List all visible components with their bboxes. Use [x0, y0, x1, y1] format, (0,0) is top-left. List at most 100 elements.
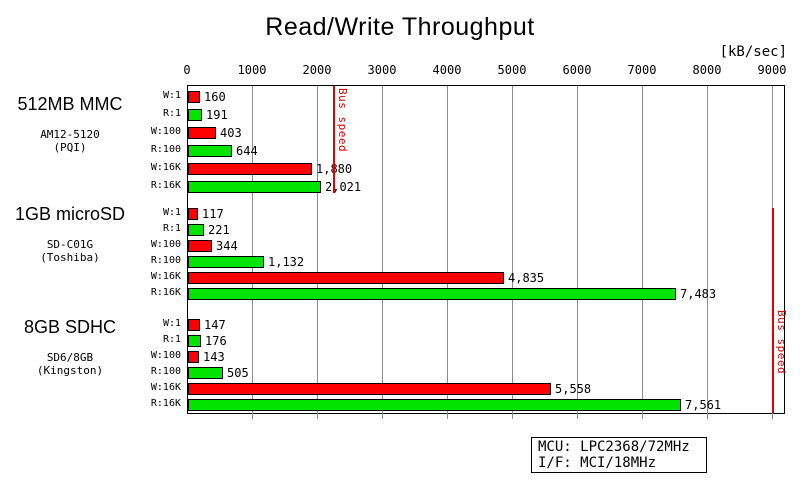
- axis-tick: [707, 413, 708, 419]
- read-bar: [188, 335, 201, 347]
- bar-row-label: R:16K: [150, 398, 181, 409]
- bar-row-label: W:100: [150, 350, 181, 361]
- bar-row-label: R:100: [150, 366, 181, 377]
- bar-value-label: 644: [236, 144, 258, 158]
- bar-value-label: 143: [203, 350, 225, 364]
- bus-speed-label: Bus speed: [775, 310, 788, 375]
- bar-value-label: 176: [205, 334, 227, 348]
- axis-tick: [317, 413, 318, 419]
- plot-area: 1601914036441,8802,0211172213441,1324,83…: [187, 85, 785, 419]
- bar-value-label: 1,132: [268, 255, 305, 269]
- group-model: SD6/8GB: [46, 351, 94, 364]
- read-bar: [188, 181, 321, 193]
- write-bar: [188, 383, 551, 395]
- bar-row-label: W:100: [150, 239, 181, 250]
- bar-row-label: W:1: [162, 207, 181, 218]
- axis-tick-label: 5000: [497, 63, 527, 77]
- group-title: 512MB MMC: [17, 94, 123, 114]
- bar-value-label: 2,021: [325, 180, 362, 194]
- axis-gridline: [577, 86, 578, 413]
- axis-tick-label: 1000: [237, 63, 267, 77]
- info-line-if: I/F: MCI/18MHz: [538, 455, 657, 471]
- axis-gridline: [512, 86, 513, 413]
- axis-tick: [512, 413, 513, 419]
- axis-gridline: [642, 86, 643, 413]
- axis-tick: [577, 413, 578, 419]
- bar-value-label: 7,561: [685, 398, 722, 412]
- bar-value-label: 191: [206, 108, 228, 122]
- axis-gridline: [317, 86, 318, 413]
- bar-row-label: R:1: [162, 108, 181, 119]
- write-bar: [188, 240, 212, 252]
- info-box: MCU: LPC2368/72MHz I/F: MCI/18MHz: [531, 437, 707, 473]
- bar-value-label: 403: [220, 126, 242, 140]
- axis-unit-label: [kB/sec]: [719, 44, 787, 60]
- bar-row-label: W:16K: [150, 382, 181, 393]
- axis-gridline: [382, 86, 383, 413]
- axis-tick: [382, 413, 383, 419]
- chart-title: Read/Write Throughput: [265, 13, 535, 41]
- group-title: 1GB microSD: [14, 204, 126, 224]
- bus-speed-line: [333, 86, 335, 193]
- axis-tick-label: 7000: [627, 63, 657, 77]
- bar-value-label: 160: [204, 90, 226, 104]
- group-model: SD-C01G: [46, 238, 94, 251]
- bar-row-label: R:100: [150, 144, 181, 155]
- bar-row-label: W:1: [162, 90, 181, 101]
- write-bar: [188, 91, 200, 103]
- axis-tick-label: 3000: [367, 63, 397, 77]
- read-bar: [188, 109, 202, 121]
- read-bar: [188, 399, 681, 411]
- group-vendor: (Kingston): [36, 364, 104, 377]
- bar-value-label: 4,835: [508, 271, 545, 285]
- axis-gridline: [252, 86, 253, 413]
- group-vendor: (PQI): [53, 141, 87, 154]
- write-bar: [188, 272, 504, 284]
- bar-value-label: 505: [227, 366, 249, 380]
- bar-value-label: 221: [208, 223, 230, 237]
- read-bar: [188, 256, 264, 268]
- group-model: AM12-5120: [40, 128, 100, 141]
- axis-tick-label: 6000: [562, 63, 592, 77]
- axis-tick-label: 0: [183, 63, 191, 77]
- write-bar: [188, 163, 312, 175]
- bus-speed-label: Bus speed: [336, 88, 349, 153]
- bar-row-label: R:100: [150, 255, 181, 266]
- bar-value-label: 117: [202, 207, 224, 221]
- info-line-mcu: MCU: LPC2368/72MHz: [538, 439, 690, 455]
- bar-row-label: R:1: [162, 223, 181, 234]
- bar-row-label: R:16K: [150, 287, 181, 298]
- bar-row-label: W:16K: [150, 162, 181, 173]
- bar-value-label: 147: [204, 318, 226, 332]
- bar-value-label: 344: [216, 239, 238, 253]
- axis-tick: [447, 413, 448, 419]
- axis-tick-label: 4000: [432, 63, 462, 77]
- axis-tick-label: 8000: [692, 63, 722, 77]
- write-bar: [188, 208, 198, 220]
- read-bar: [188, 145, 232, 157]
- bar-row-label: W:1: [162, 318, 181, 329]
- axis-tick-label: 2000: [302, 63, 332, 77]
- write-bar: [188, 319, 200, 331]
- read-bar: [188, 367, 223, 379]
- axis-tick: [772, 413, 773, 419]
- axis-tick-label: 9000: [757, 63, 787, 77]
- write-bar: [188, 351, 199, 363]
- bus-speed-line: [772, 208, 774, 413]
- axis-tick: [252, 413, 253, 419]
- bar-row-label: W:16K: [150, 271, 181, 282]
- group-title: 8GB SDHC: [23, 317, 117, 337]
- group-vendor: (Toshiba): [40, 251, 100, 264]
- bar-row-label: R:1: [162, 334, 181, 345]
- bar-value-label: 7,483: [680, 287, 717, 301]
- write-bar: [188, 127, 216, 139]
- bar-row-label: R:16K: [150, 180, 181, 191]
- bar-value-label: 5,558: [555, 382, 592, 396]
- bar-row-label: W:100: [150, 126, 181, 137]
- read-bar: [188, 224, 204, 236]
- axis-gridline: [447, 86, 448, 413]
- read-bar: [188, 288, 676, 300]
- axis-tick: [642, 413, 643, 419]
- axis-gridline: [707, 86, 708, 413]
